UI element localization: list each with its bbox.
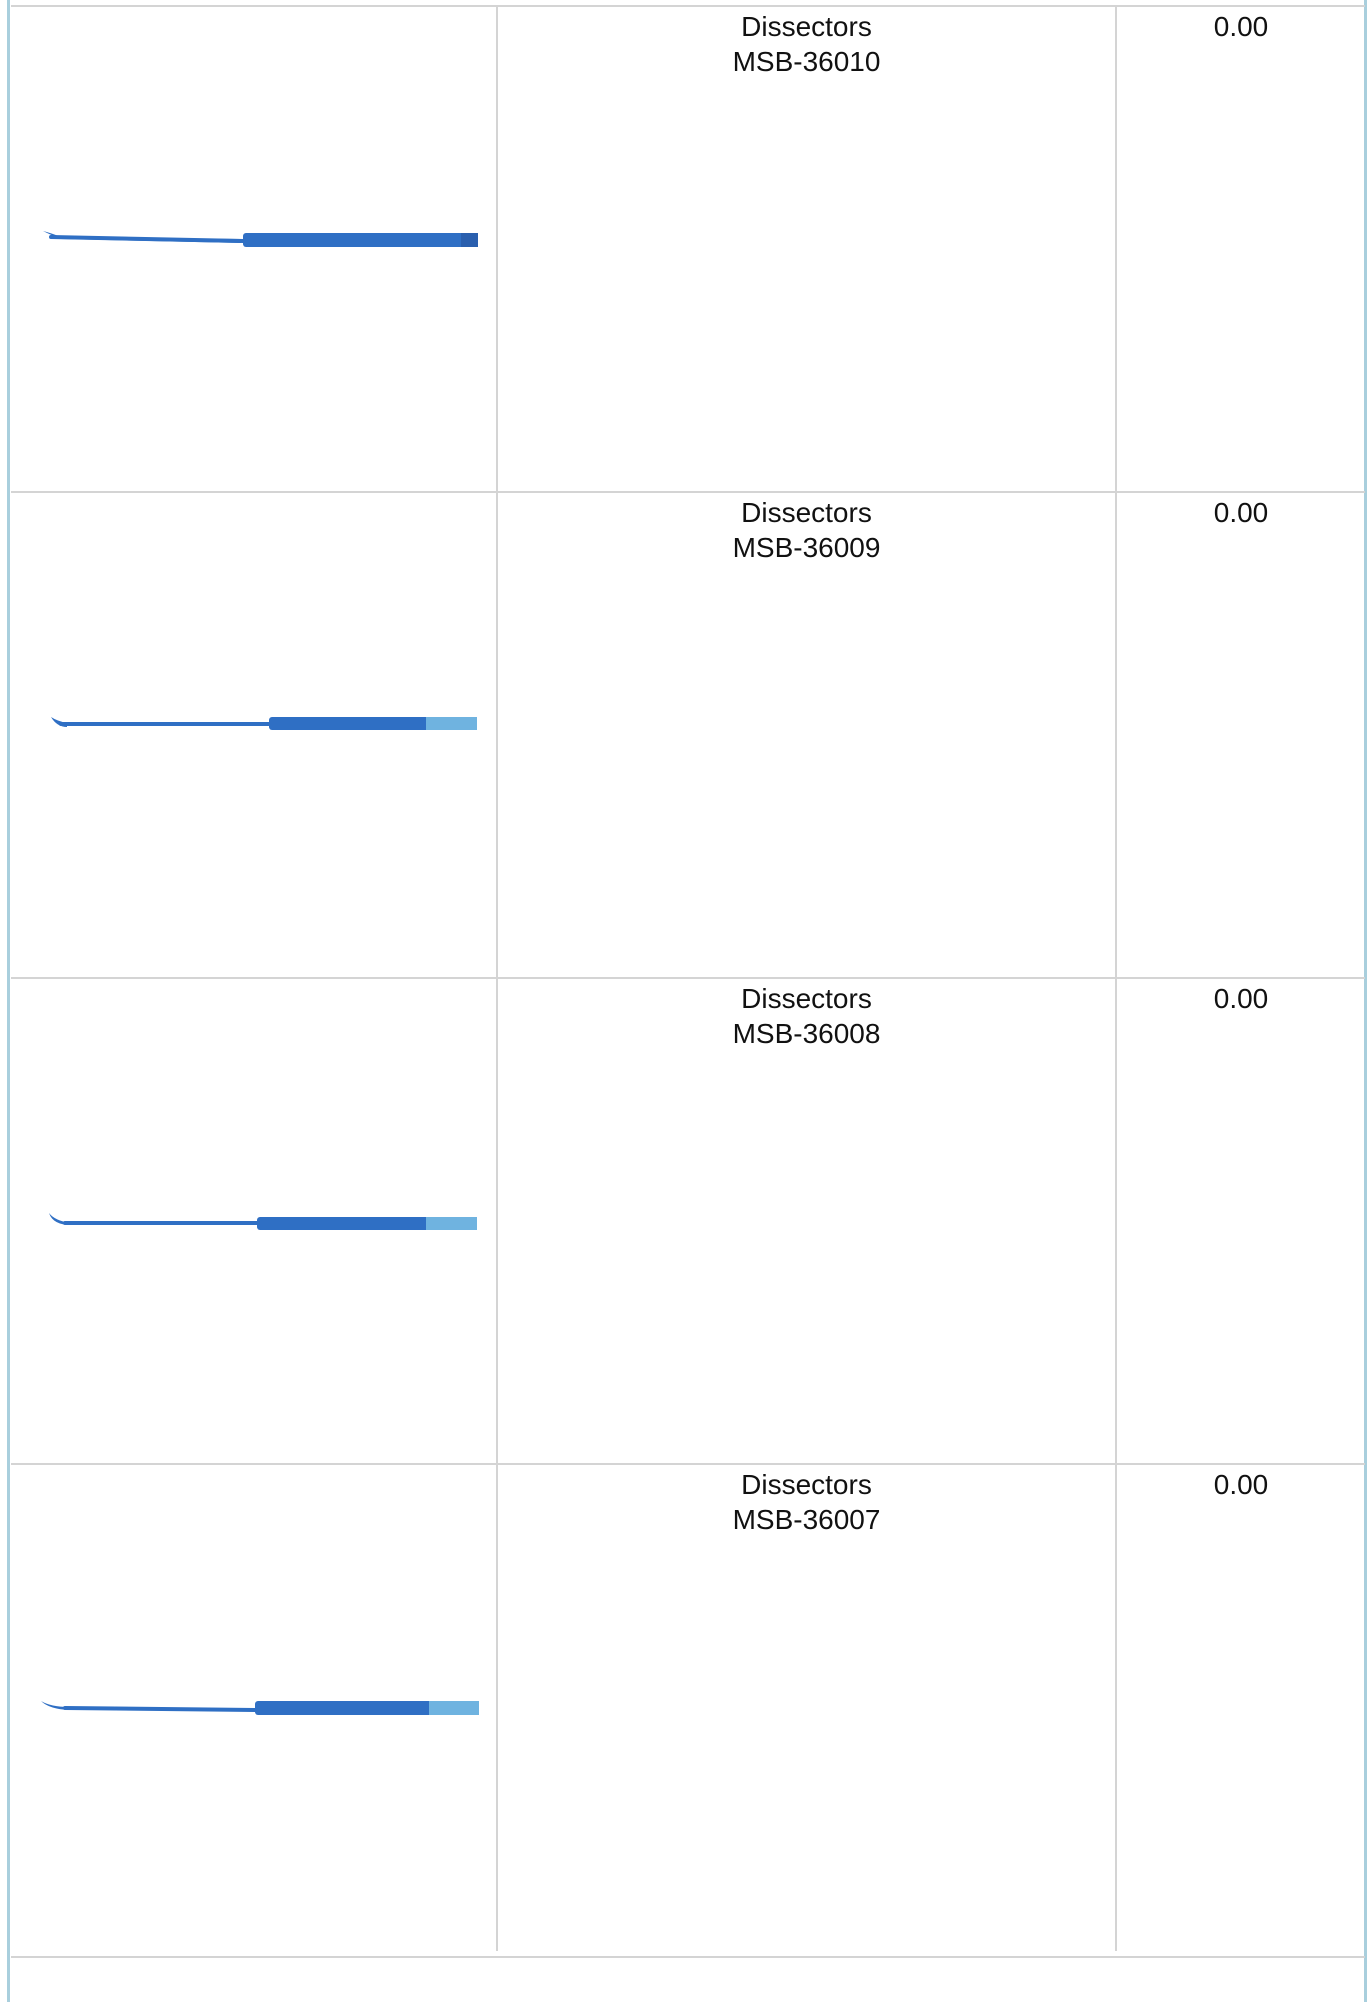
product-image-cell [11,979,498,1465]
product-name-cell: Dissectors MSB-36008 [498,979,1117,1465]
product-price-cell: 0.00 [1117,7,1365,493]
table-row[interactable]: Dissectors MSB-36010 0.00 [11,5,1365,493]
table-row[interactable]: Dissectors MSB-36009 0.00 [11,491,1365,979]
product-price-cell: 0.00 [1117,493,1365,979]
product-name[interactable]: Dissectors [741,11,872,42]
dissector-instrument-image[interactable] [21,1465,491,1951]
product-code: MSB-36010 [732,46,881,77]
product-price: 0.00 [1213,1469,1269,1500]
product-price-cell: 0.00 [1117,979,1365,1465]
product-price: 0.00 [1213,983,1269,1014]
dissector-instrument-image[interactable] [21,979,491,1465]
table-row[interactable]: Dissectors MSB-36007 0.00 [11,1463,1365,1951]
product-name[interactable]: Dissectors [741,497,872,528]
product-image-cell [11,7,498,493]
dissector-instrument-image[interactable] [21,7,491,493]
dissector-instrument-image[interactable] [21,493,491,979]
product-name-cell: Dissectors MSB-36010 [498,7,1117,493]
product-code: MSB-36009 [732,532,881,563]
product-name-cell: Dissectors MSB-36007 [498,1465,1117,1951]
page-frame [7,0,1367,2002]
product-name[interactable]: Dissectors [741,1469,872,1500]
product-name-cell: Dissectors MSB-36009 [498,493,1117,979]
product-price: 0.00 [1213,11,1269,42]
product-price-cell: 0.00 [1117,1465,1365,1951]
table-row[interactable]: Dissectors MSB-36008 0.00 [11,977,1365,1465]
product-code: MSB-36007 [732,1504,881,1535]
product-code: MSB-36008 [732,1018,881,1049]
product-name[interactable]: Dissectors [741,983,872,1014]
product-image-cell [11,493,498,979]
table-footer-row [11,1956,1365,2002]
product-price: 0.00 [1213,497,1269,528]
product-image-cell [11,1465,498,1951]
